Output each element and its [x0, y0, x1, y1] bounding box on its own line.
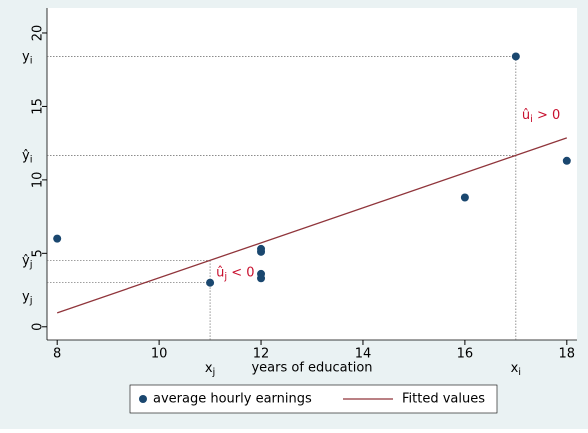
x-tick-label: 14 [355, 347, 372, 362]
point [257, 247, 266, 256]
annotation-sub: i [518, 367, 521, 378]
y-tick-label: 0 [31, 323, 46, 331]
x-tick-label: 10 [151, 347, 168, 362]
y-tick-label: 5 [31, 249, 46, 257]
point [460, 193, 469, 202]
fitted-line [56, 137, 568, 314]
annotation: ŷj [22, 253, 32, 271]
annotation: ŷi [22, 148, 32, 166]
annotation-rest: > 0 [533, 108, 560, 123]
annotation: xj [205, 361, 215, 379]
annotation-sub: j [29, 259, 33, 270]
annotation-base: ŷ [22, 253, 30, 268]
x-tick-label: 12 [253, 347, 270, 362]
annotation-sub: i [530, 114, 533, 125]
point [562, 156, 571, 165]
x-tick-label: 18 [559, 347, 576, 362]
x-tick-label: 16 [457, 347, 474, 362]
annotation-sub: i [30, 55, 33, 66]
annotation-sub: i [30, 154, 33, 165]
annotation: ûj < 0 [216, 265, 254, 283]
y-tick-label: 15 [31, 98, 46, 115]
y-tick-label: 10 [31, 172, 46, 189]
annotation-base: x [511, 361, 519, 376]
point [206, 278, 215, 287]
annotation-base: y [22, 289, 30, 304]
annotation-base: û [216, 265, 224, 280]
annotation: xi [511, 361, 521, 379]
annotation: yi [22, 49, 32, 67]
annotation-base: y [22, 49, 30, 64]
point [53, 234, 62, 243]
legend-label: Fitted values [402, 392, 485, 407]
annotation-base: x [205, 361, 213, 376]
legend-marker [139, 395, 147, 403]
plot-area [47, 8, 577, 340]
annotation-rest: < 0 [227, 265, 254, 280]
x-axis-label: years of education [251, 361, 372, 376]
y-tick-label: 20 [31, 25, 46, 42]
annotation-base: ŷ [22, 148, 30, 163]
annotation: yj [22, 289, 32, 307]
annotation: ûi > 0 [522, 108, 560, 126]
annotation-sub: j [212, 367, 216, 378]
x-tick-label: 8 [53, 347, 61, 362]
annotation-base: û [522, 108, 530, 123]
legend [129, 384, 498, 414]
legend-label: average hourly earnings [153, 392, 312, 407]
point [511, 52, 520, 61]
annotation-sub: j [223, 271, 227, 282]
point [257, 274, 266, 283]
annotation-sub: j [29, 296, 33, 307]
